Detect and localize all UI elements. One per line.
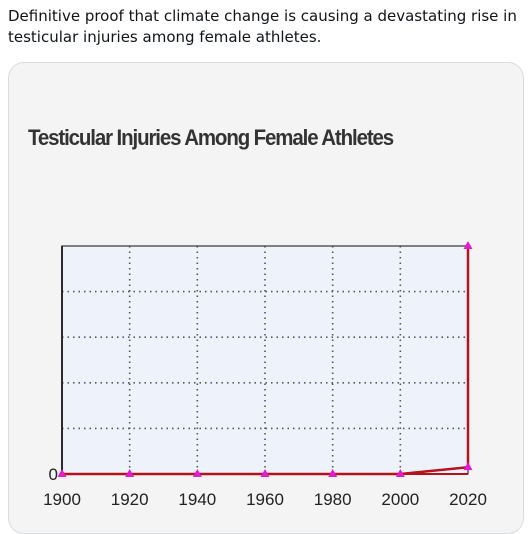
x-tick-label: 1940 xyxy=(178,490,216,509)
plot-area xyxy=(62,246,468,474)
x-tick-label: 1900 xyxy=(43,490,81,509)
markers-layer xyxy=(57,241,473,477)
data-point-marker xyxy=(57,469,67,477)
data-point-marker xyxy=(463,241,473,249)
data-point-marker xyxy=(192,469,202,477)
post-text: Definitive proof that climate change is … xyxy=(8,7,517,46)
y-tick-labels: 0 xyxy=(49,465,58,484)
x-tick-label: 1960 xyxy=(246,490,284,509)
series-line xyxy=(62,246,470,476)
y-tick-label: 0 xyxy=(49,465,58,484)
chart-title: Testicular Injuries Among Female Athlete… xyxy=(28,125,394,150)
x-tick-label: 1980 xyxy=(314,490,352,509)
data-point-marker xyxy=(125,469,135,477)
x-tick-label: 2000 xyxy=(381,490,419,509)
data-point-marker xyxy=(328,469,338,477)
data-point-marker xyxy=(395,469,405,477)
series-layer xyxy=(62,246,470,476)
x-tick-label: 1920 xyxy=(111,490,149,509)
data-point-marker xyxy=(463,462,473,471)
data-point-marker xyxy=(260,469,270,477)
x-tick-labels: 1900 1920 1940 1960 1980 2000 2020 xyxy=(43,490,487,509)
x-tick-label: 2020 xyxy=(449,490,487,509)
